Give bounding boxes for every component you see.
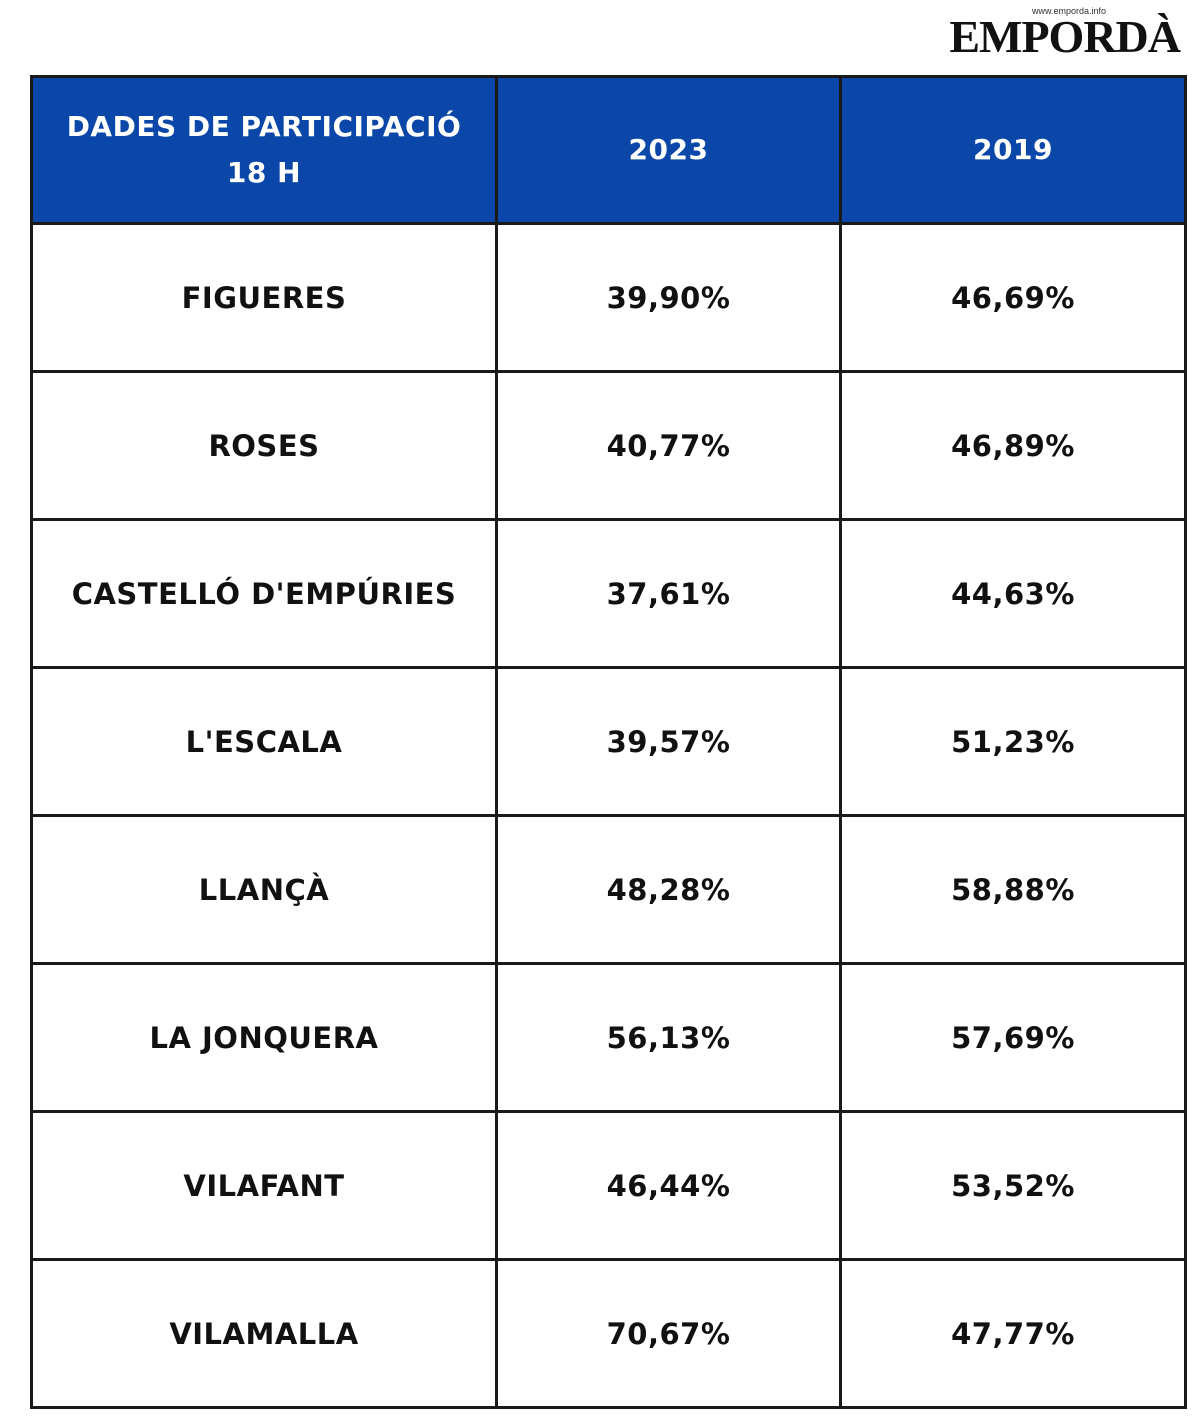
municipality-cell: ROSES: [30, 370, 498, 521]
table-header: DADES DE PARTICIPACIÓ 18 H 2023 2019: [30, 75, 1187, 225]
value-2023-cell: 40,77%: [495, 370, 842, 521]
municipality-cell: VILAFANT: [30, 1110, 498, 1261]
brand-name: EMPORDÀ: [949, 11, 1181, 62]
table-row: CASTELLÓ D'EMPÚRIES 37,61% 44,63%: [30, 518, 1187, 669]
table-row: VILAFANT 46,44% 53,52%: [30, 1110, 1187, 1261]
header-title: DADES DE PARTICIPACIÓ 18 H: [30, 75, 498, 225]
table-row: LA JONQUERA 56,13% 57,69%: [30, 962, 1187, 1113]
value-2019-cell: 57,69%: [839, 962, 1187, 1113]
table-row: L'ESCALA 39,57% 51,23%: [30, 666, 1187, 817]
header-row: DADES DE PARTICIPACIÓ 18 H 2023 2019: [30, 75, 1187, 225]
brand-logo: www.emporda.info EMPORDÀ: [920, 6, 1181, 62]
value-2023-cell: 56,13%: [495, 962, 842, 1113]
value-2023-cell: 70,67%: [495, 1258, 842, 1409]
value-2023-cell: 39,90%: [495, 222, 842, 373]
table-row: ROSES 40,77% 46,89%: [30, 370, 1187, 521]
value-2019-cell: 51,23%: [839, 666, 1187, 817]
brand-url: www.emporda.info: [1031, 6, 1106, 16]
header-col-2023: 2023: [495, 75, 842, 225]
value-2019-cell: 46,69%: [839, 222, 1187, 373]
header-title-line2: 18 H: [226, 156, 302, 189]
header-col-2019: 2019: [839, 75, 1187, 225]
participation-table: DADES DE PARTICIPACIÓ 18 H 2023 2019 FIG…: [30, 75, 1187, 1409]
value-2019-cell: 47,77%: [839, 1258, 1187, 1409]
value-2023-cell: 39,57%: [495, 666, 842, 817]
municipality-cell: L'ESCALA: [30, 666, 498, 817]
value-2023-cell: 46,44%: [495, 1110, 842, 1261]
municipality-cell: VILAMALLA: [30, 1258, 498, 1409]
value-2023-cell: 48,28%: [495, 814, 842, 965]
value-2019-cell: 53,52%: [839, 1110, 1187, 1261]
municipality-cell: FIGUERES: [30, 222, 498, 373]
value-2019-cell: 46,89%: [839, 370, 1187, 521]
value-2019-cell: 44,63%: [839, 518, 1187, 669]
value-2019-cell: 58,88%: [839, 814, 1187, 965]
table-row: FIGUERES 39,90% 46,69%: [30, 222, 1187, 373]
table-row: LLANÇÀ 48,28% 58,88%: [30, 814, 1187, 965]
header-title-line1: DADES DE PARTICIPACIÓ: [66, 110, 462, 143]
table-row: VILAMALLA 70,67% 47,77%: [30, 1258, 1187, 1409]
municipality-cell: LA JONQUERA: [30, 962, 498, 1113]
value-2023-cell: 37,61%: [495, 518, 842, 669]
municipality-cell: LLANÇÀ: [30, 814, 498, 965]
municipality-cell: CASTELLÓ D'EMPÚRIES: [30, 518, 498, 669]
